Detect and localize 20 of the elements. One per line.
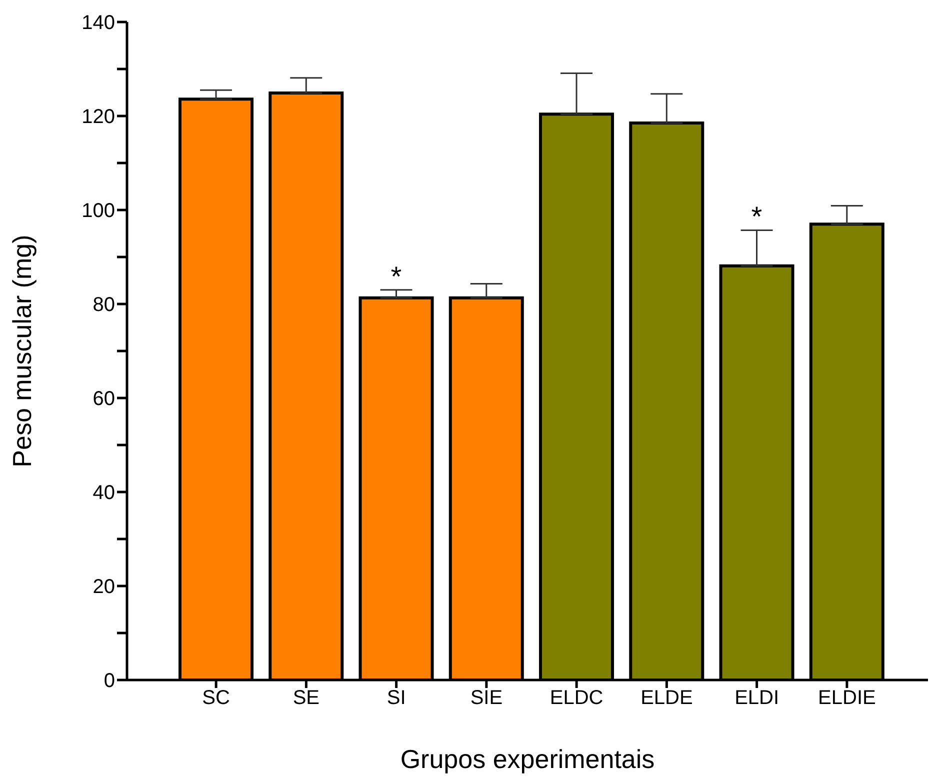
data-label: * — [390, 260, 402, 292]
x-tick-label: SI — [386, 687, 406, 710]
x-tick-label: ELDI — [734, 687, 780, 710]
x-tick-label: ELDC — [550, 687, 604, 710]
x-tick-label: ELDIE — [818, 687, 876, 710]
y-tick-label: 20 — [92, 576, 115, 598]
y-tick-label: 120 — [82, 106, 115, 128]
y-tick-label: 140 — [82, 12, 115, 34]
x-axis-title: Grupos experimentais — [400, 744, 655, 774]
y-tick-label: 0 — [104, 670, 115, 692]
x-tick-label: SIE — [470, 687, 503, 710]
y-tick-label: 60 — [92, 388, 115, 410]
y-tick-label: 80 — [92, 294, 115, 316]
x-tick-label: SE — [292, 687, 320, 710]
y-tick-label: 40 — [92, 482, 115, 504]
x-tick-label: ELDE — [640, 687, 693, 710]
data-label: * — [751, 201, 762, 232]
x-tick-label: SC — [202, 687, 230, 710]
y-axis-title: Peso muscular (mg) — [7, 234, 38, 468]
y-tick-label: 100 — [82, 200, 115, 222]
